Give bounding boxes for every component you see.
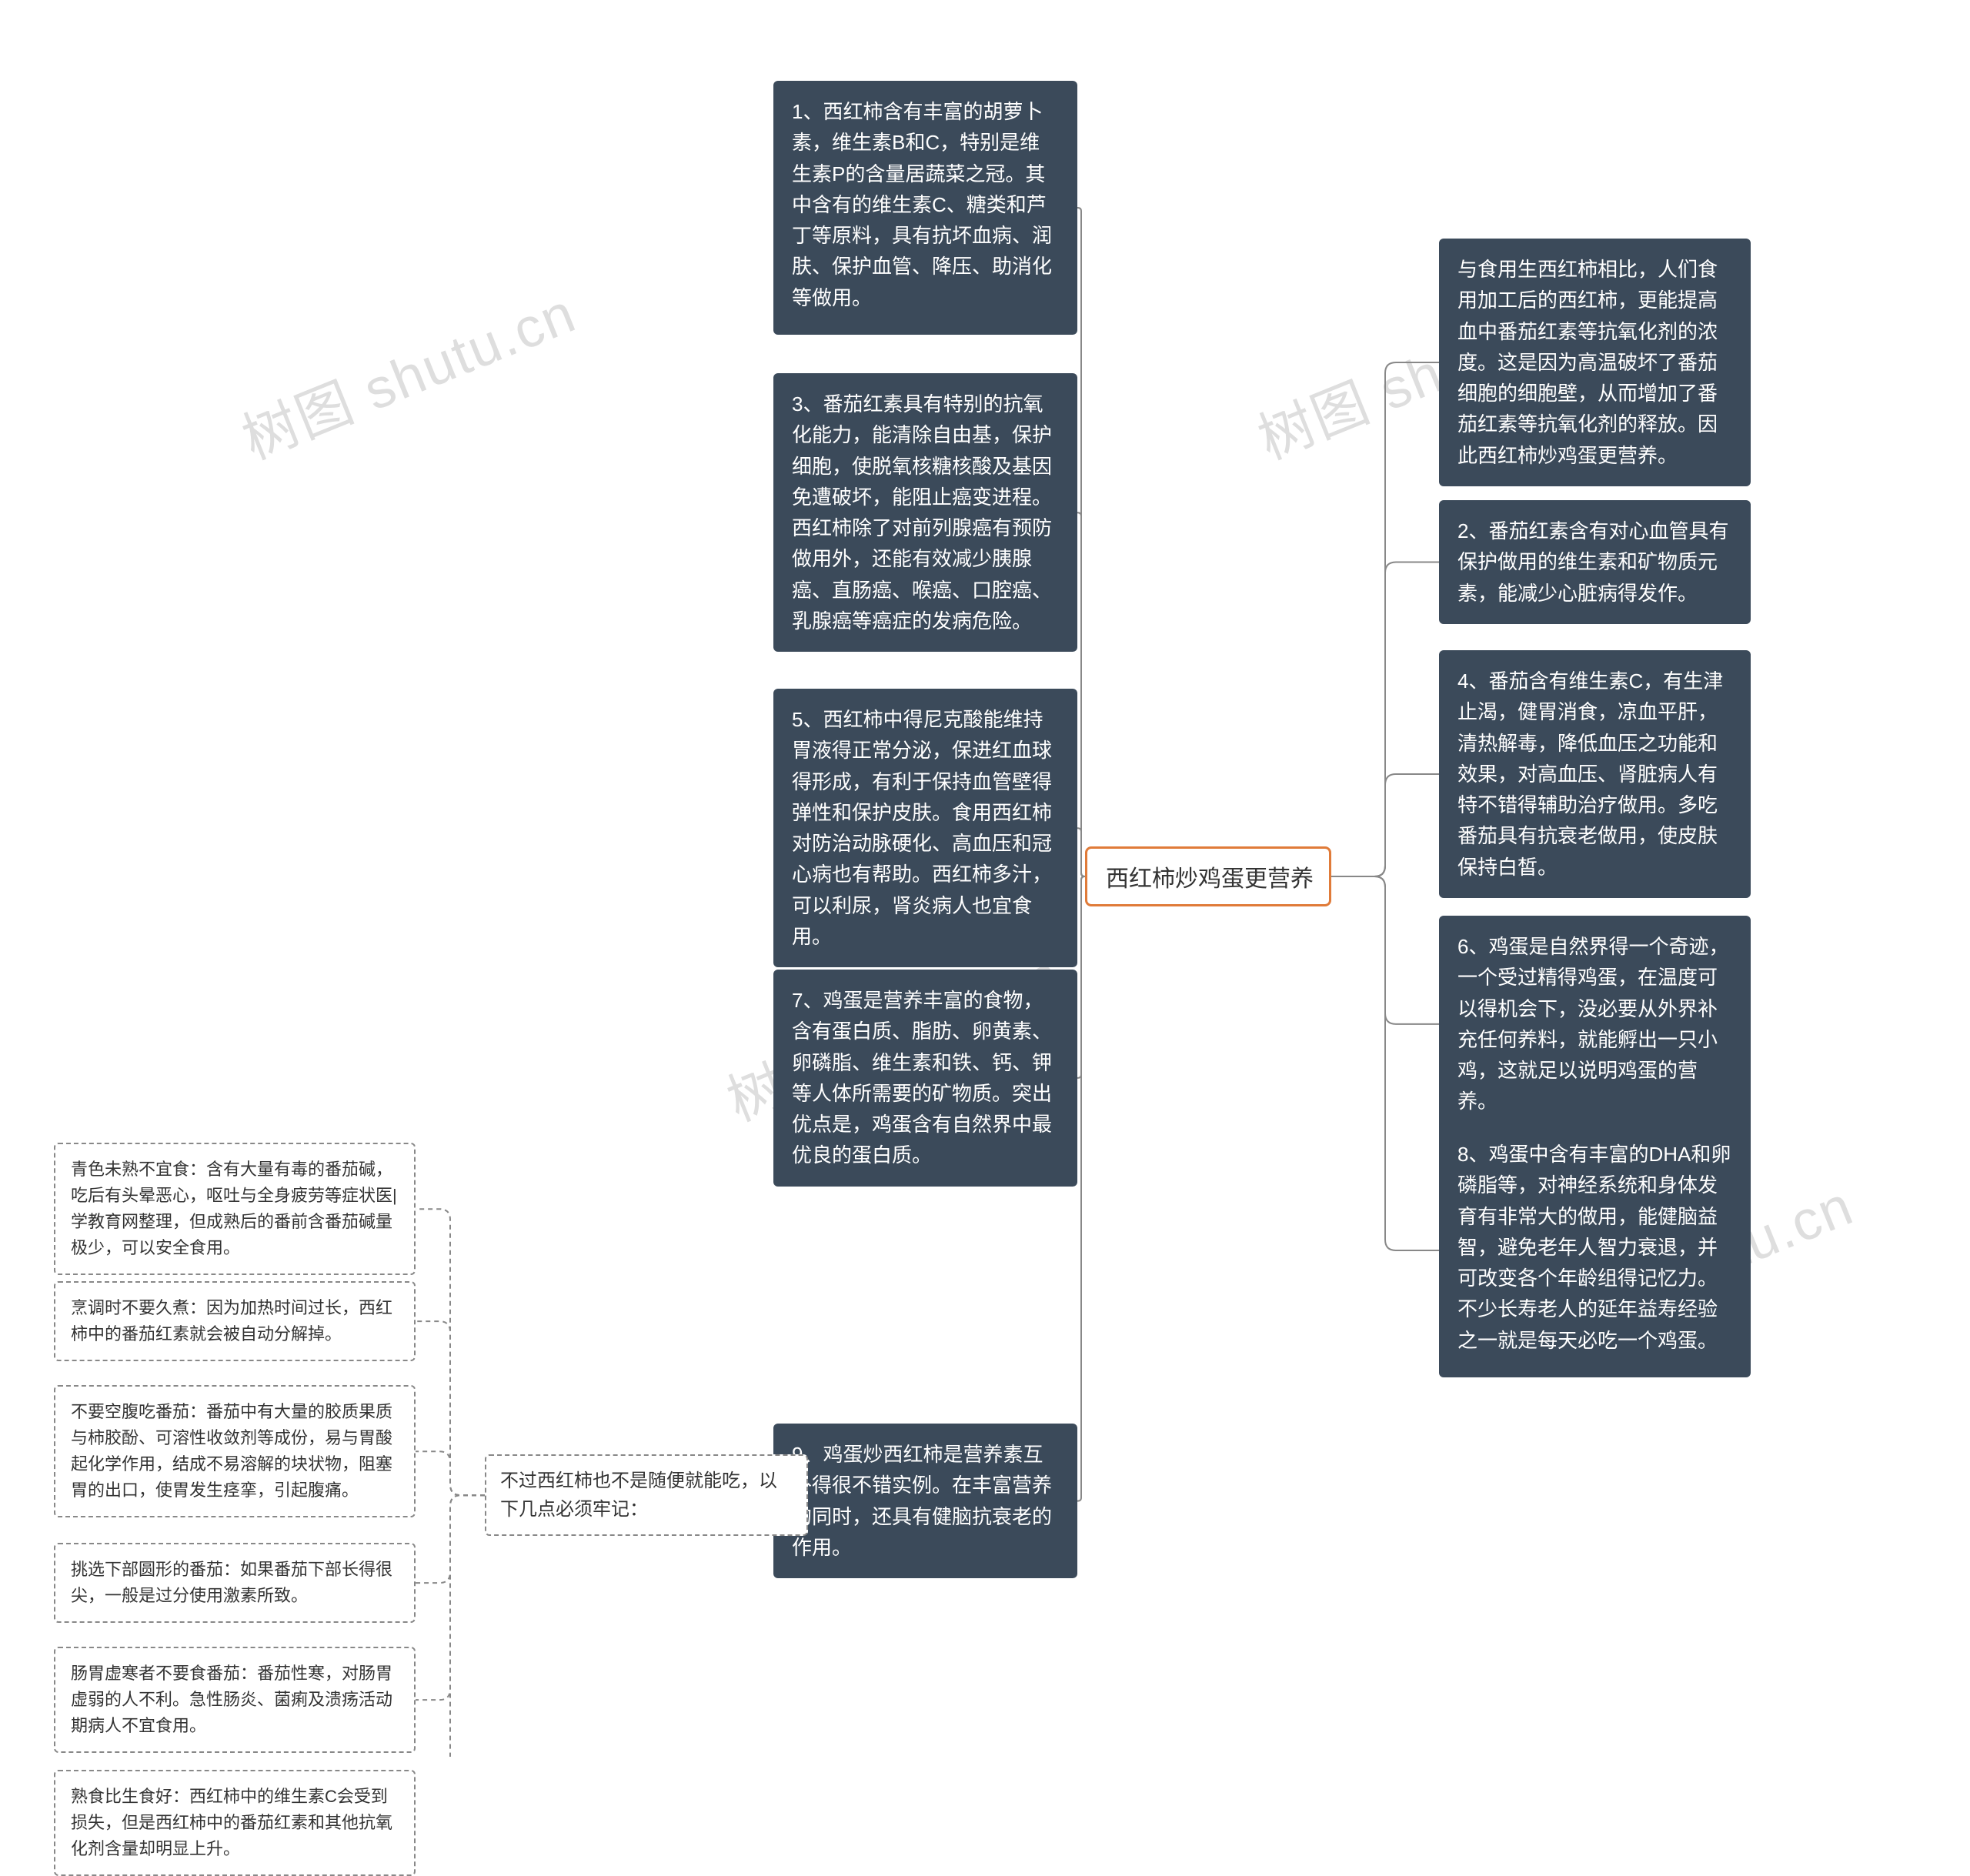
left-node-9: 9、鸡蛋炒西红柿是营养素互补得很不错实例。在丰富营养的同时，还具有健脑抗衰老的作…	[773, 1424, 1077, 1578]
right-node-intro: 与食用生西红柿相比，人们食用加工后的西红柿，更能提高血中番茄红素等抗氧化剂的浓度…	[1439, 239, 1751, 486]
left-node-1: 1、西红柿含有丰富的胡萝卜素，维生素B和C，特别是维生素P的含量居蔬菜之冠。其中…	[773, 81, 1077, 335]
left-node-3: 3、番茄红素具有特别的抗氧化能力，能清除自由基，保护细胞，使脱氧核糖核酸及基因免…	[773, 373, 1077, 652]
leaf-note-4: 挑选下部圆形的番茄：如果番茄下部长得很尖，一般是过分使用激素所致。	[54, 1543, 416, 1623]
mindmap-canvas: 树图 shutu.cn 树图 shutu.cn 树图 shutu.cn 树图 s…	[0, 0, 1970, 1757]
left-node-5: 5、西红柿中得尼克酸能维持胃液得正常分泌，保进红血球得形成，有利于保持血管壁得弹…	[773, 689, 1077, 967]
sub-node-notes: 不过西红柿也不是随便就能吃，以下几点必须牢记：	[485, 1454, 808, 1536]
leaf-note-5: 肠胃虚寒者不要食番茄：番茄性寒，对肠胃虚弱的人不利。急性肠炎、菌痢及溃疡活动期病…	[54, 1647, 416, 1753]
right-node-6: 6、鸡蛋是自然界得一个奇迹，一个受过精得鸡蛋，在温度可以得机会下，没必要从外界补…	[1439, 916, 1751, 1133]
leaf-note-3: 不要空腹吃番茄：番茄中有大量的胶质果质与柿胶酚、可溶性收敛剂等成份，易与胃酸起化…	[54, 1385, 416, 1517]
right-node-8: 8、鸡蛋中含有丰富的DHA和卵磷脂等，对神经系统和身体发育有非常大的做用，能健脑…	[1439, 1123, 1751, 1377]
leaf-note-6: 熟食比生食好：西红柿中的维生素C会受到损失，但是西红柿中的番茄红素和其他抗氧化剂…	[54, 1770, 416, 1876]
leaf-note-1: 青色未熟不宜食：含有大量有毒的番茄碱，吃后有头晕恶心，呕吐与全身疲劳等症状医|学…	[54, 1143, 416, 1275]
watermark: 树图 shutu.cn	[229, 268, 586, 475]
left-node-7: 7、鸡蛋是营养丰富的食物，含有蛋白质、脂肪、卵黄素、卵磷脂、维生素和铁、钙、钾等…	[773, 970, 1077, 1187]
right-node-2: 2、番茄红素含有对心血管具有保护做用的维生素和矿物质元素，能减少心脏病得发作。	[1439, 500, 1751, 624]
leaf-note-2: 烹调时不要久煮：因为加热时间过长，西红柿中的番茄红素就会被自动分解掉。	[54, 1281, 416, 1361]
root-node: 西红柿炒鸡蛋更营养	[1085, 846, 1331, 906]
right-node-4: 4、番茄含有维生素C，有生津止渴，健胃消食，凉血平肝，清热解毒，降低血压之功能和…	[1439, 650, 1751, 898]
